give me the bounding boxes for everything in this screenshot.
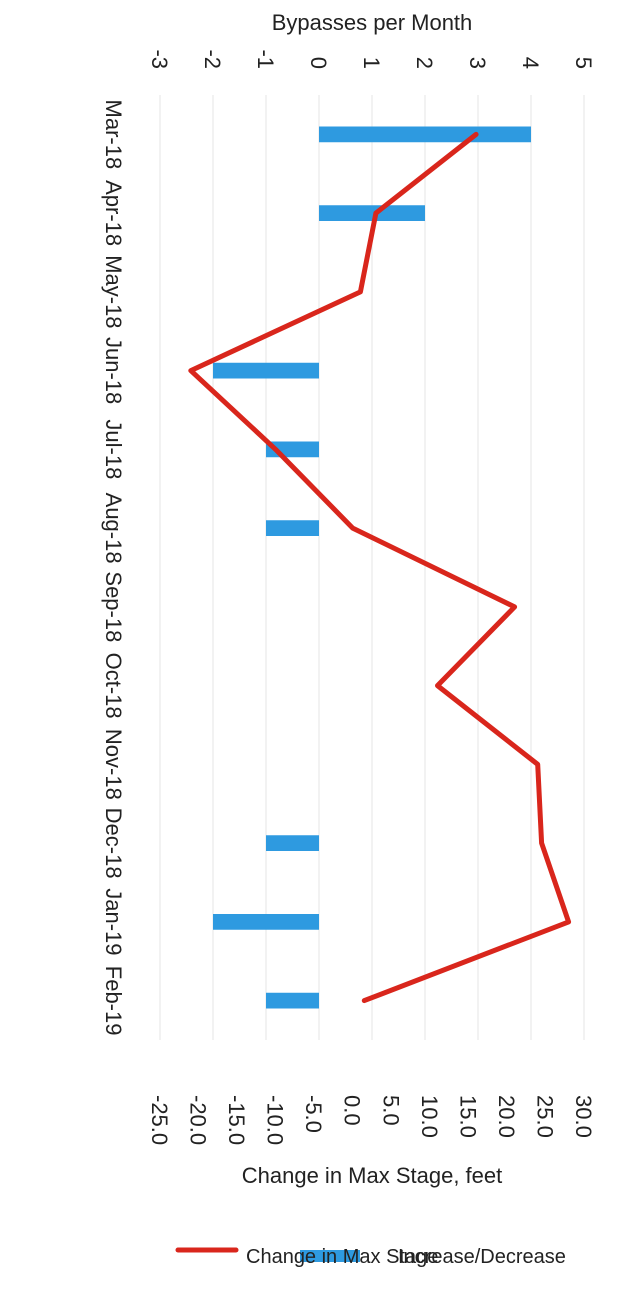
right-axis-tick-label: 10.0 bbox=[417, 1095, 442, 1138]
right-axis-tick-label: 25.0 bbox=[532, 1095, 557, 1138]
line-change-in-max-stage bbox=[188, 131, 572, 1004]
right-axis-tick-label: -25.0 bbox=[147, 1095, 172, 1145]
category-tick-label: Apr-18 bbox=[101, 180, 126, 246]
left-axis-title: Bypasses per Month bbox=[272, 10, 473, 35]
legend-label-line: Change in Max Stage bbox=[246, 1246, 438, 1268]
category-tick-label: Sep-18 bbox=[101, 571, 126, 642]
bar-series bbox=[213, 126, 531, 1009]
gridlines bbox=[159, 95, 585, 1040]
right-axis-tick-label: -15.0 bbox=[224, 1095, 249, 1145]
category-tick-label: Oct-18 bbox=[101, 653, 126, 719]
bar-Jan-19 bbox=[213, 914, 319, 930]
left-axis-tick-label: -2 bbox=[200, 49, 225, 69]
left-axis-ticks: 5 4 3 2 1 0 -1 -2 -3 bbox=[147, 49, 596, 69]
right-axis-tick-label: 20.0 bbox=[494, 1095, 519, 1138]
left-axis-tick-label: -1 bbox=[253, 49, 278, 69]
right-axis-tick-label: 30.0 bbox=[571, 1095, 596, 1138]
category-tick-label: Dec-18 bbox=[101, 808, 126, 879]
bar-Mar-18 bbox=[319, 126, 531, 143]
category-tick-label: Jan-19 bbox=[101, 888, 126, 955]
right-axis-tick-label: 0.0 bbox=[340, 1095, 365, 1126]
right-axis-tick-label: -5.0 bbox=[301, 1095, 326, 1133]
category-tick-label: Jun-18 bbox=[101, 337, 126, 404]
category-tick-label: Mar-18 bbox=[101, 100, 126, 170]
category-axis-ticks: Mar-18 Apr-18 May-18 Jun-18 Jul-18 Aug-18 Sep-… bbox=[101, 100, 126, 1036]
right-axis-tick-label: 5.0 bbox=[378, 1095, 403, 1126]
left-axis-tick-label: 4 bbox=[518, 57, 543, 69]
left-axis-tick-label: 3 bbox=[465, 57, 490, 69]
bar-Feb-19 bbox=[266, 992, 319, 1009]
bar-Dec-18 bbox=[266, 835, 319, 851]
right-axis-tick-label: -20.0 bbox=[186, 1095, 211, 1145]
left-axis-tick-label: 0 bbox=[306, 57, 331, 69]
category-tick-label: Feb-19 bbox=[101, 966, 126, 1036]
legend: Increase/Decrease Change in Max Stage bbox=[175, 1246, 566, 1268]
bar-Jun-18 bbox=[213, 362, 319, 379]
category-tick-label: Aug-18 bbox=[101, 493, 126, 564]
legend-swatch-bar bbox=[300, 1250, 360, 1262]
right-axis-tick-label: 15.0 bbox=[455, 1095, 480, 1138]
category-tick-label: Nov-18 bbox=[101, 729, 126, 800]
bar-Apr-18 bbox=[319, 205, 425, 221]
right-axis-ticks: 30.0 25.0 20.0 15.0 10.0 5.0 0.0 -5.0 -10.0 -15.0… bbox=[147, 1095, 596, 1145]
line-series bbox=[188, 131, 572, 1004]
left-axis-tick-label: -3 bbox=[147, 49, 172, 69]
left-axis-tick-label: 1 bbox=[359, 57, 384, 69]
category-tick-label: May-18 bbox=[101, 255, 126, 328]
left-axis-tick-label: 2 bbox=[412, 57, 437, 69]
bar-Aug-18 bbox=[266, 520, 319, 536]
right-axis-title: Change in Max Stage, feet bbox=[242, 1163, 503, 1188]
category-tick-label: Jul-18 bbox=[101, 419, 126, 479]
left-axis-tick-label: 5 bbox=[571, 57, 596, 69]
legend-label-bar: Increase/Decrease bbox=[398, 1246, 566, 1268]
right-axis-tick-label: -10.0 bbox=[263, 1095, 288, 1145]
